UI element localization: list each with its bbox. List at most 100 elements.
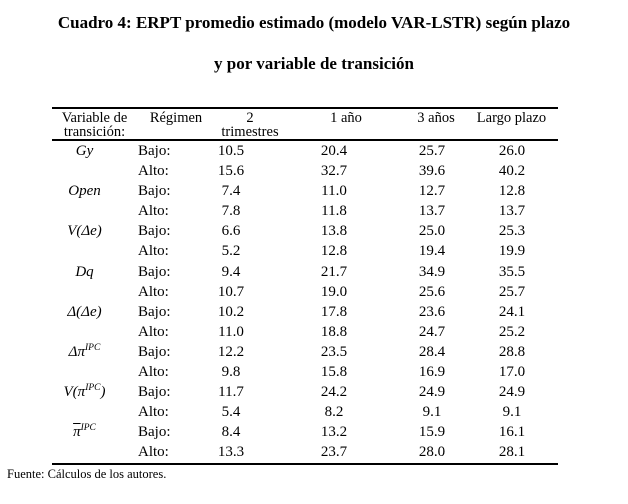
value-cell: 12.8 <box>498 183 526 200</box>
variable-superscript: IPC <box>85 383 101 394</box>
value-cell: 10.5 <box>217 143 245 159</box>
erpt-table: Variable de transición: Régimen 2 trimes… <box>52 107 558 465</box>
table-row: Alto: 5.2 12.8 19.4 19.9 <box>52 241 558 261</box>
value-cell: 20.4 <box>320 143 348 159</box>
table-row: Alto: 11.0 18.8 24.7 25.2 <box>52 322 558 342</box>
variable-symbol: V(π <box>63 384 86 401</box>
value-cell: 28.0 <box>418 444 446 461</box>
col-header-largo-plazo: Largo plazo <box>465 111 558 139</box>
header-line: Largo plazo <box>476 110 547 126</box>
col-header-2-trimestres: 2 trimestres <box>215 110 285 140</box>
variable-label-cell: πIPC <box>52 422 117 442</box>
col-header-3-anos: 3 años <box>407 111 465 139</box>
value-cell: 11.7 <box>218 384 244 401</box>
regime-label: Bajo: <box>138 143 171 159</box>
value-cell: 7.4 <box>221 183 241 200</box>
value-cell: 7.8 <box>221 203 241 220</box>
table-title-line2: y por variable de transición <box>214 54 414 73</box>
table-title-line1: Cuadro 4: ERPT promedio estimado (modelo… <box>57 13 571 32</box>
value-cell: 5.2 <box>221 243 241 260</box>
variable-label-cell <box>52 201 117 221</box>
table-row: Alto: 9.8 15.8 16.9 17.0 <box>52 362 558 382</box>
variable-label-cell: Dq <box>52 262 117 282</box>
regime-label: Alto: <box>138 404 169 421</box>
header-line: 3 años <box>417 110 455 126</box>
value-cell: 9.8 <box>221 364 241 381</box>
value-cell: 12.2 <box>217 343 245 360</box>
value-cell: 40.2 <box>498 163 526 180</box>
table-row: V(Δe) Bajo: 6.6 13.8 25.0 25.3 <box>52 221 558 241</box>
value-cell: 15.9 <box>418 424 446 441</box>
variable-label-cell <box>52 402 117 422</box>
table-row: πIPC Bajo: 8.4 13.2 15.9 16.1 <box>52 422 558 442</box>
value-cell: 19.9 <box>498 243 526 260</box>
variable-symbol: V(Δe) <box>67 223 102 240</box>
value-cell: 24.9 <box>498 384 526 401</box>
variable-label-cell: Δ(Δe) <box>52 302 117 322</box>
header-line: 2 <box>246 110 254 126</box>
variable-symbol: Δπ <box>68 343 85 360</box>
regime-label: Bajo: <box>138 424 171 441</box>
value-cell: 5.4 <box>221 404 241 421</box>
regime-label: Bajo: <box>138 263 171 280</box>
value-cell: 19.0 <box>320 283 348 300</box>
variable-label-cell: Open <box>52 181 117 201</box>
value-cell: 13.7 <box>418 203 446 220</box>
value-cell: 10.7 <box>217 283 245 300</box>
value-cell: 28.4 <box>418 343 446 360</box>
table-row: Alto: 15.6 32.7 39.6 40.2 <box>52 161 558 181</box>
value-cell: 8.2 <box>324 404 344 421</box>
value-cell: 25.7 <box>418 143 446 159</box>
regime-label: Bajo: <box>138 343 171 360</box>
value-cell: 35.5 <box>498 263 526 280</box>
regime-label: Bajo: <box>138 384 171 401</box>
variable-label-cell: V(Δe) <box>52 221 117 241</box>
regime-label: Bajo: <box>138 223 171 240</box>
value-cell: 28.8 <box>498 343 526 360</box>
value-cell: 28.1 <box>498 444 526 461</box>
variable-symbol: Gy <box>75 143 94 159</box>
variable-label-cell <box>52 442 117 462</box>
value-cell: 12.8 <box>320 243 348 260</box>
variable-symbol: Δ(Δe) <box>67 303 102 320</box>
header-line: trimestres <box>221 124 279 140</box>
table-row: Alto: 10.7 19.0 25.6 25.7 <box>52 282 558 302</box>
value-cell: 23.5 <box>320 343 348 360</box>
variable-superscript: IPC <box>85 342 101 353</box>
value-cell: 24.9 <box>418 384 446 401</box>
value-cell: 21.7 <box>320 263 348 280</box>
regime-label: Alto: <box>138 283 169 300</box>
value-cell: 16.9 <box>418 364 446 381</box>
table-row: Open Bajo: 7.4 11.0 12.7 12.8 <box>52 181 558 201</box>
variable-label-cell: Gy <box>52 141 117 161</box>
variable-label-cell <box>52 161 117 181</box>
value-cell: 13.3 <box>217 444 245 461</box>
regime-label: Alto: <box>138 444 169 461</box>
value-cell: 17.0 <box>498 364 526 381</box>
table-row: ΔπIPC Bajo: 12.2 23.5 28.4 28.8 <box>52 342 558 362</box>
value-cell: 13.2 <box>320 424 348 441</box>
variable-label-cell: V(πIPC) <box>52 382 117 402</box>
regime-label: Alto: <box>138 203 169 220</box>
regime-label: Bajo: <box>138 303 171 320</box>
table-row: Gy Bajo: 10.5 20.4 25.7 26.0 <box>52 141 558 161</box>
variable-symbol: π <box>73 424 81 441</box>
variable-label-cell <box>52 322 117 342</box>
value-cell: 25.0 <box>418 223 446 240</box>
value-cell: 25.6 <box>418 283 446 300</box>
table-row: Alto: 13.3 23.7 28.0 28.1 <box>52 442 558 462</box>
variable-label-cell: ΔπIPC <box>52 342 117 362</box>
value-cell: 25.3 <box>498 223 526 240</box>
value-cell: 24.2 <box>320 384 348 401</box>
header-line: 1 año <box>330 110 362 126</box>
table-row: Dq Bajo: 9.4 21.7 34.9 35.5 <box>52 262 558 282</box>
value-cell: 8.4 <box>221 424 241 441</box>
value-cell: 24.7 <box>418 323 446 340</box>
table-row: Alto: 7.8 11.8 13.7 13.7 <box>52 201 558 221</box>
value-cell: 15.6 <box>217 163 245 180</box>
table-row: Δ(Δe) Bajo: 10.2 17.8 23.6 24.1 <box>52 302 558 322</box>
col-header-1-ano: 1 año <box>285 111 407 139</box>
value-cell: 6.6 <box>221 223 241 240</box>
header-line: Variable de <box>61 110 128 126</box>
